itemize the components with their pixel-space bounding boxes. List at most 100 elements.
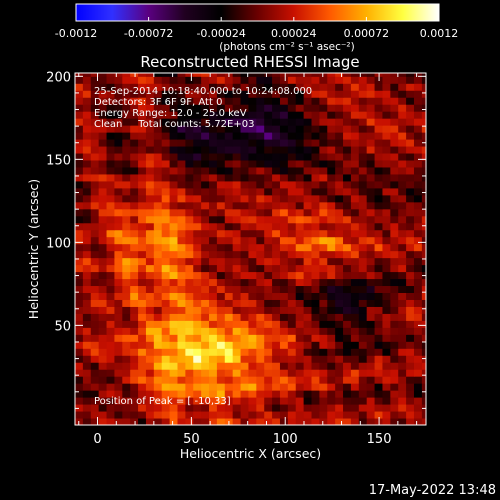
colorbar: -0.0012 -0.00072 -0.00024 0.00024 0.00072 0.0… xyxy=(55,3,458,40)
heatmap-cell xyxy=(98,348,108,356)
heatmap-cell xyxy=(413,215,423,224)
heatmap-cell xyxy=(106,187,115,196)
heatmap-cell xyxy=(319,320,328,328)
heatmap-cell xyxy=(153,278,163,287)
heatmap-cell xyxy=(335,341,344,349)
heatmap-cell xyxy=(209,243,218,252)
heatmap-cell xyxy=(201,383,210,391)
heatmap-cell xyxy=(390,83,399,91)
heatmap-cell xyxy=(343,292,352,300)
heatmap-cell xyxy=(185,201,194,210)
heatmap-cell xyxy=(319,348,328,356)
heatmap-cell xyxy=(185,397,194,405)
heatmap-cell xyxy=(406,90,415,98)
heatmap-cell xyxy=(311,118,320,126)
heatmap-cell xyxy=(303,390,313,398)
heatmap-cell xyxy=(366,278,376,287)
heatmap-cell xyxy=(145,320,155,328)
heatmap-cell xyxy=(130,397,139,405)
heatmap-cell xyxy=(319,292,328,300)
heatmap-cell xyxy=(343,125,352,133)
heatmap-cell xyxy=(279,83,289,91)
heatmap-cell xyxy=(161,243,171,252)
heatmap-cell xyxy=(177,334,186,342)
heatmap-cell xyxy=(232,208,242,217)
heatmap-cell xyxy=(406,313,415,321)
heatmap-cell xyxy=(248,90,257,98)
heatmap-cell xyxy=(193,404,202,412)
heatmap-cell xyxy=(177,160,186,168)
heatmap-cell xyxy=(295,236,305,245)
heatmap-cell xyxy=(98,362,108,370)
heatmap-cell xyxy=(248,160,257,168)
heatmap-cell xyxy=(398,76,407,84)
heatmap-cell xyxy=(209,229,218,238)
heatmap-cell xyxy=(264,264,273,273)
heatmap-cell xyxy=(366,201,376,210)
heatmap-cell xyxy=(161,97,171,105)
heatmap-cell xyxy=(264,411,273,419)
heatmap-cell xyxy=(193,132,202,140)
heatmap-cell xyxy=(90,334,100,342)
heatmap-cell xyxy=(264,397,273,405)
heatmap-cell xyxy=(122,139,131,147)
heatmap-cell xyxy=(240,146,249,154)
heatmap-cell xyxy=(390,166,399,175)
heatmap-cell xyxy=(343,139,352,147)
heatmap-cell xyxy=(90,229,100,238)
heatmap-cell xyxy=(201,271,210,280)
heatmap-cell xyxy=(161,222,171,231)
heatmap-cell xyxy=(232,404,242,412)
heatmap-cell xyxy=(106,264,115,273)
heatmap-cell xyxy=(82,320,92,328)
heatmap-cell xyxy=(193,257,202,266)
heatmap-cell xyxy=(295,327,305,335)
heatmap-cell xyxy=(279,208,289,217)
heatmap-cell xyxy=(114,187,123,196)
heatmap-cell xyxy=(177,153,186,161)
heatmap-cell xyxy=(421,341,426,349)
heatmap-cell xyxy=(224,404,234,412)
heatmap-cell xyxy=(161,166,171,175)
heatmap-cell xyxy=(358,180,368,189)
heatmap-cell xyxy=(177,320,186,328)
heatmap-cell xyxy=(350,201,360,210)
heatmap-cell xyxy=(413,132,423,140)
heatmap-cell xyxy=(311,313,320,321)
heatmap-cell xyxy=(335,76,344,84)
heatmap-cell xyxy=(272,146,281,154)
heatmap-cell xyxy=(106,201,115,210)
heatmap-cell xyxy=(232,118,242,126)
heatmap-cell xyxy=(145,397,155,405)
heatmap-cell xyxy=(406,166,415,175)
heatmap-cell xyxy=(177,299,186,307)
heatmap-cell xyxy=(169,76,178,84)
heatmap-cell xyxy=(209,132,218,140)
heatmap-cell xyxy=(279,418,289,425)
heatmap-cell xyxy=(216,229,226,238)
heatmap-cell xyxy=(358,73,368,77)
heatmap-cell xyxy=(232,73,242,77)
heatmap-cell xyxy=(122,125,131,133)
heatmap-cell xyxy=(295,243,305,252)
heatmap-cell xyxy=(153,271,163,280)
heatmap-cell xyxy=(287,285,297,294)
heatmap-cell xyxy=(138,341,147,349)
heatmap-cell xyxy=(398,411,407,419)
heatmap-cell xyxy=(279,194,289,203)
heatmap-cell xyxy=(82,264,92,273)
heatmap-cell xyxy=(240,390,249,398)
heatmap-cell xyxy=(90,292,100,300)
heatmap-cell xyxy=(390,73,399,77)
heatmap-cell xyxy=(161,306,171,314)
heatmap-cell xyxy=(161,229,171,238)
heatmap-cell xyxy=(350,411,360,419)
heatmap-cell xyxy=(201,404,210,412)
heatmap-cell xyxy=(138,146,147,154)
heatmap-cell xyxy=(138,271,147,280)
heatmap-cell xyxy=(75,166,84,175)
heatmap-cell xyxy=(366,153,376,161)
heatmap-cell xyxy=(421,160,426,168)
heatmap-cell xyxy=(201,418,210,425)
heatmap-cell xyxy=(240,160,249,168)
